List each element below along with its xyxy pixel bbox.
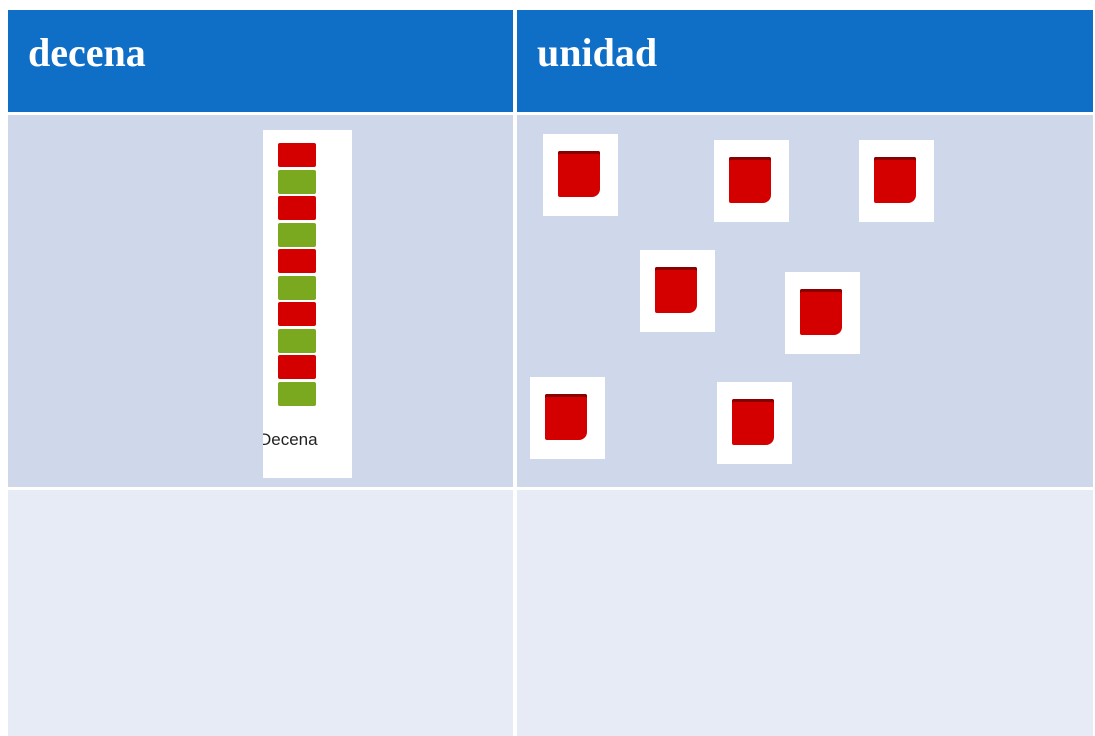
rod-block <box>278 249 316 273</box>
table-cell <box>517 490 1093 736</box>
header-text: unidad <box>537 30 658 75</box>
unit-cube <box>543 134 618 216</box>
table-cell <box>8 115 513 487</box>
header-text: decena <box>28 30 146 75</box>
table-cell <box>8 490 513 736</box>
rod-block <box>278 381 316 406</box>
unit-cube <box>640 250 715 332</box>
unit-cube <box>785 272 860 354</box>
rod-block <box>278 355 316 379</box>
rod-block <box>278 169 316 194</box>
rod-block <box>278 328 316 353</box>
unit-cube <box>859 140 934 222</box>
header-cell: unidad <box>517 10 1093 112</box>
header-cell: decena <box>8 10 513 112</box>
unit-cube <box>717 382 792 464</box>
rod-block <box>278 302 316 326</box>
rod-block <box>278 222 316 247</box>
image-label: Decena <box>263 430 318 449</box>
unit-cube <box>530 377 605 459</box>
rod-block <box>278 196 316 220</box>
decena-image: Decena <box>263 130 352 478</box>
unit-cube <box>714 140 789 222</box>
rod-block <box>278 275 316 300</box>
rod-block <box>278 143 316 167</box>
